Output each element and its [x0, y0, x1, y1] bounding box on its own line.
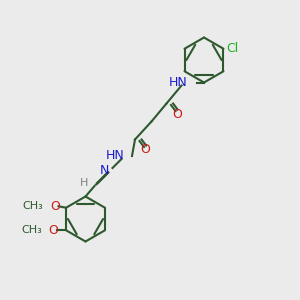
Text: O: O	[49, 224, 58, 237]
Text: O: O	[172, 107, 182, 121]
Text: HN: HN	[106, 149, 124, 163]
Text: N: N	[100, 164, 110, 178]
Text: CH₃: CH₃	[23, 201, 44, 211]
Text: Cl: Cl	[226, 42, 239, 55]
Text: CH₃: CH₃	[21, 225, 42, 235]
Text: O: O	[141, 143, 150, 157]
Text: H: H	[80, 178, 88, 188]
Text: HN: HN	[169, 76, 188, 89]
Text: O: O	[50, 200, 60, 213]
